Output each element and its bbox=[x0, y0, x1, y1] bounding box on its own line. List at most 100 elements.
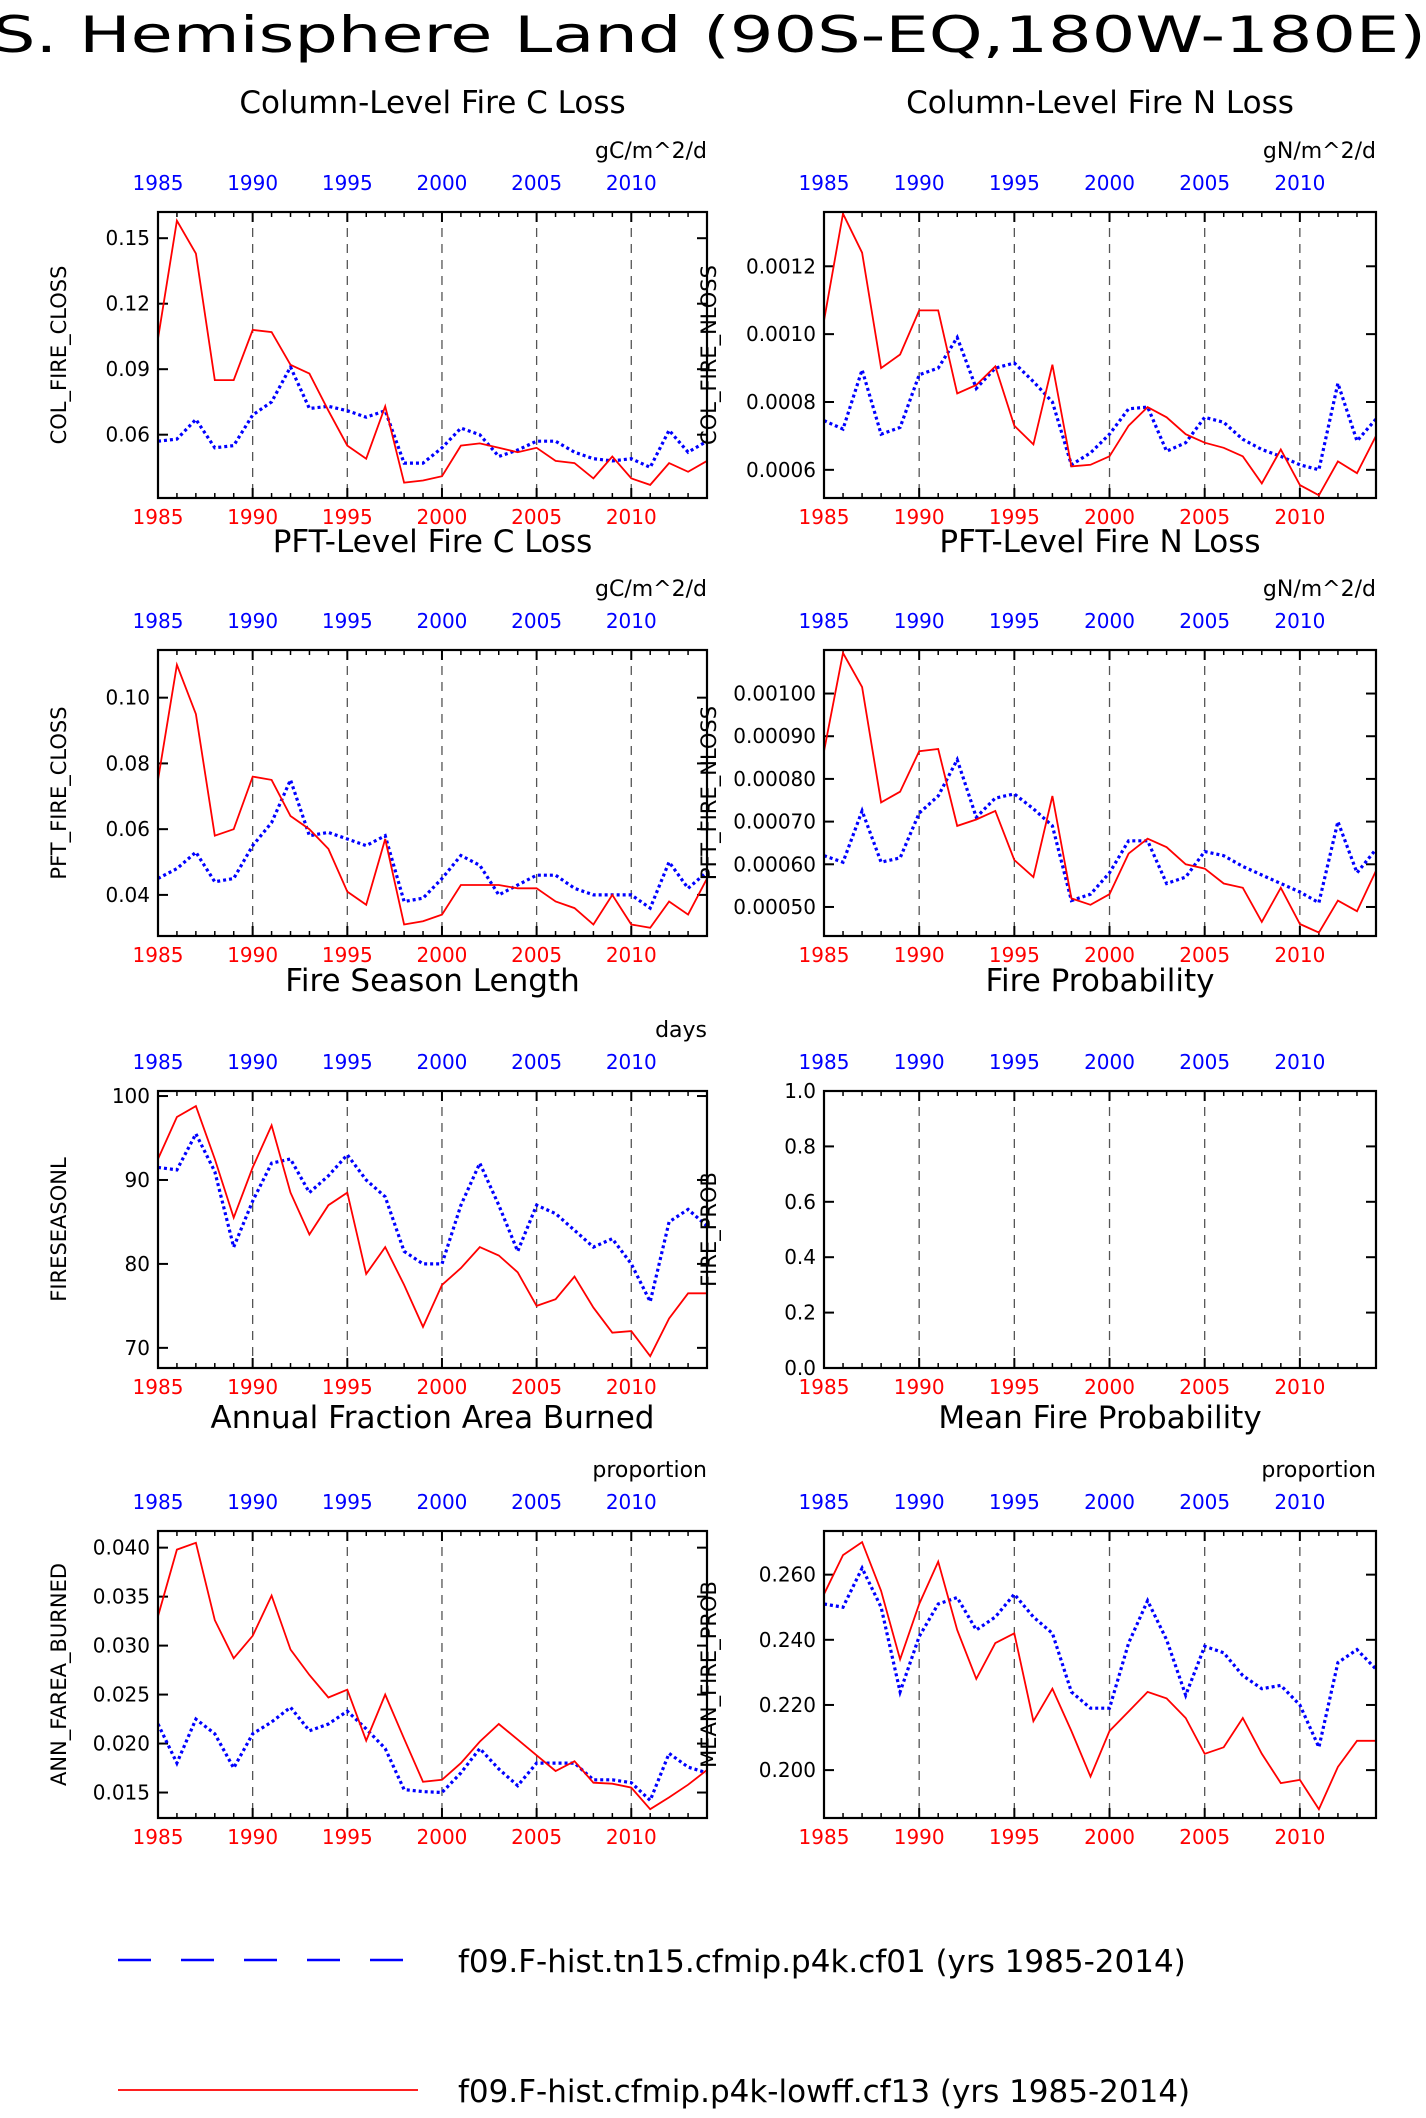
y-tick-label: 0.020 bbox=[93, 1732, 150, 1756]
y-tick-label: 0.0 bbox=[784, 1356, 816, 1380]
x-tick-label-bottom: 1995 bbox=[989, 1825, 1040, 1849]
x-tick-label-top: 2005 bbox=[511, 609, 562, 633]
y-tick-label: 80 bbox=[125, 1252, 150, 1276]
x-tick-label-bottom: 2000 bbox=[1084, 1825, 1135, 1849]
x-tick-label-top: 2000 bbox=[417, 1490, 468, 1514]
x-tick-label-top: 2010 bbox=[606, 1050, 657, 1074]
x-tick-label-top: 2005 bbox=[1179, 1050, 1230, 1074]
y-tick-label: 0.00090 bbox=[733, 724, 816, 748]
y-tick-label: 0.040 bbox=[93, 1536, 150, 1560]
legend: f09.F-hist.tn15.cfmip.p4k.cf01 (yrs 1985… bbox=[118, 1944, 1190, 2110]
y-tick-label: 0.035 bbox=[93, 1585, 150, 1609]
y-tick-label: 0.4 bbox=[784, 1245, 816, 1269]
y-tick-label: 0.0008 bbox=[746, 390, 816, 414]
plot-frame bbox=[822, 1529, 1378, 1820]
x-tick-label-top: 1990 bbox=[227, 1490, 278, 1514]
units-label: days bbox=[655, 1018, 707, 1043]
x-tick-label-top: 2010 bbox=[606, 609, 657, 633]
series-line-red bbox=[824, 212, 1376, 497]
plot-frame bbox=[156, 1529, 709, 1820]
chart-panel-2: Column-Level Fire N Loss gN/m^2/d 1985 1985… bbox=[697, 85, 1378, 529]
x-tick-label-bottom: 1990 bbox=[894, 1825, 945, 1849]
x-tick-label-top: 1995 bbox=[322, 1050, 373, 1074]
y-tick-label: 0.0012 bbox=[746, 254, 816, 278]
plot-frame bbox=[822, 648, 1378, 938]
x-tick-label-bottom: 2000 bbox=[417, 1825, 468, 1849]
series-line-blue bbox=[824, 333, 1376, 472]
x-tick-label-top: 2010 bbox=[1274, 1490, 1325, 1514]
x-tick-label-top: 1985 bbox=[799, 609, 850, 633]
x-tick-label-bottom: 2000 bbox=[417, 505, 468, 529]
units-label: gC/m^2/d bbox=[595, 139, 707, 164]
series-line-red bbox=[824, 650, 1376, 934]
y-tick-label: 0.6 bbox=[784, 1190, 816, 1214]
chart-panel-5: Fire Season Length days 1985 1985 1990 1990 19… bbox=[47, 963, 709, 1399]
x-tick-label-top: 2000 bbox=[1084, 1050, 1135, 1074]
x-tick-label-top: 2005 bbox=[1179, 609, 1230, 633]
y-tick-label: 0.025 bbox=[93, 1683, 150, 1707]
chart-title: PFT-Level Fire N Loss bbox=[939, 524, 1260, 560]
x-tick-label-top: 1995 bbox=[322, 171, 373, 195]
y-axis-label: COL_FIRE_CLOSS bbox=[47, 266, 72, 445]
y-tick-label: 0.09 bbox=[105, 357, 150, 381]
y-tick-label: 0.00070 bbox=[733, 810, 816, 834]
x-tick-label-bottom: 2005 bbox=[1179, 1375, 1230, 1399]
y-tick-label: 0.00080 bbox=[733, 767, 816, 791]
x-tick-label-top: 1995 bbox=[989, 609, 1040, 633]
x-tick-label-bottom: 2010 bbox=[1274, 1825, 1325, 1849]
x-tick-label-bottom: 2010 bbox=[606, 1375, 657, 1399]
x-tick-label-top: 1985 bbox=[799, 1050, 850, 1074]
y-tick-label: 0.220 bbox=[759, 1693, 816, 1717]
chart-title: Fire Probability bbox=[985, 963, 1214, 999]
plot-frame bbox=[822, 1089, 1378, 1370]
y-tick-label: 0.015 bbox=[93, 1781, 150, 1805]
plot-frame bbox=[156, 210, 709, 500]
y-tick-label: 0.06 bbox=[105, 423, 150, 447]
x-tick-label-bottom: 2000 bbox=[1084, 943, 1135, 967]
chart-grid: Column-Level Fire C Loss gC/m^2/d 1985 1985… bbox=[47, 85, 1378, 1849]
y-tick-label: 0.8 bbox=[784, 1134, 816, 1158]
x-tick-label-bottom: 1985 bbox=[799, 1825, 850, 1849]
x-tick-label-top: 2005 bbox=[1179, 1490, 1230, 1514]
x-tick-label-bottom: 1985 bbox=[133, 943, 184, 967]
series-line-blue bbox=[158, 1130, 707, 1307]
x-tick-label-bottom: 2000 bbox=[417, 943, 468, 967]
series-line-blue bbox=[158, 775, 707, 911]
y-tick-label: 70 bbox=[125, 1336, 150, 1360]
y-axis-label: MEAN_FIRE_PROB bbox=[697, 1581, 722, 1768]
legend-label-2: f09.F-hist.cfmip.p4k-lowff.cf13 (yrs 198… bbox=[458, 2074, 1190, 2110]
series-line-red bbox=[158, 661, 707, 929]
y-axis-label: FIRE_PROB bbox=[697, 1172, 722, 1287]
x-tick-label-bottom: 2005 bbox=[1179, 1825, 1230, 1849]
y-tick-label: 0.2 bbox=[784, 1301, 816, 1325]
x-tick-label-top: 1990 bbox=[894, 1050, 945, 1074]
x-tick-label-bottom: 2005 bbox=[511, 1825, 562, 1849]
x-tick-label-bottom: 1985 bbox=[799, 943, 850, 967]
x-tick-label-bottom: 2005 bbox=[1179, 943, 1230, 967]
y-tick-label: 0.15 bbox=[105, 226, 150, 250]
y-tick-label: 0.00100 bbox=[733, 682, 816, 706]
x-tick-label-bottom: 1995 bbox=[322, 505, 373, 529]
x-tick-label-bottom: 1985 bbox=[133, 505, 184, 529]
x-tick-label-top: 2005 bbox=[511, 171, 562, 195]
y-tick-label: 0.260 bbox=[759, 1563, 816, 1587]
x-tick-label-bottom: 1985 bbox=[133, 1375, 184, 1399]
units-label: proportion bbox=[1261, 1458, 1376, 1483]
x-tick-label-top: 1985 bbox=[133, 171, 184, 195]
x-tick-label-top: 2005 bbox=[1179, 171, 1230, 195]
x-tick-label-bottom: 2005 bbox=[1179, 505, 1230, 529]
legend-label-1: f09.F-hist.tn15.cfmip.p4k.cf01 (yrs 1985… bbox=[458, 1944, 1186, 1980]
x-tick-label-bottom: 1990 bbox=[227, 943, 278, 967]
y-tick-label: 0.10 bbox=[105, 686, 150, 710]
chart-title: Column-Level Fire C Loss bbox=[239, 85, 625, 121]
y-tick-label: 90 bbox=[125, 1168, 150, 1192]
x-tick-label-bottom: 1990 bbox=[227, 1375, 278, 1399]
x-tick-label-top: 1985 bbox=[133, 1490, 184, 1514]
x-tick-label-top: 2000 bbox=[417, 1050, 468, 1074]
y-axis-label: ANN_FAREA_BURNED bbox=[47, 1563, 72, 1786]
x-tick-label-top: 1995 bbox=[989, 171, 1040, 195]
series-line-blue bbox=[824, 755, 1376, 906]
